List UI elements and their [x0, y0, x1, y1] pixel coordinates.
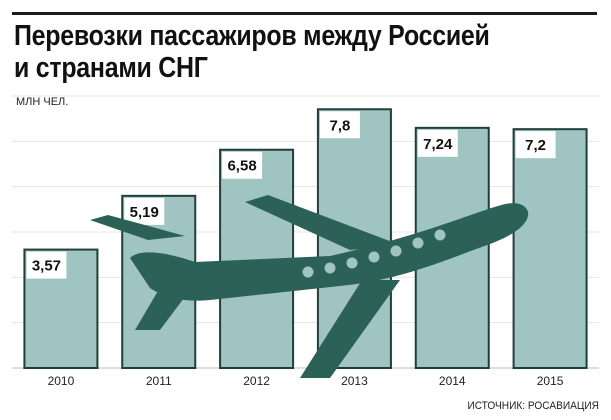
plane-window: [434, 229, 446, 241]
grid-lines: [12, 95, 599, 369]
x-tick-label: 2013: [341, 374, 368, 388]
plane-window: [346, 257, 358, 269]
chart-title-line-2: и странами СНГ: [14, 52, 208, 84]
x-tick-label: 2014: [439, 374, 466, 388]
value-label-box: [515, 131, 556, 159]
value-label-box: [417, 129, 458, 157]
plane-window: [368, 251, 380, 263]
x-tick-label: 2012: [243, 374, 270, 388]
y-axis-unit-label: МЛН ЧЕЛ.: [16, 96, 69, 108]
x-tick-label: 2011: [146, 374, 172, 388]
value-label-box: [319, 111, 360, 139]
plane-tail-stabilizer-front: [135, 262, 205, 330]
plane-tail-stabilizer-back: [90, 215, 185, 240]
value-label: 5,19: [130, 204, 159, 221]
plane-window: [324, 262, 336, 274]
value-label: 7,2: [525, 137, 546, 154]
title-box: [12, 12, 597, 85]
value-label-box: [26, 251, 67, 279]
value-label: 7,24: [423, 136, 453, 153]
bars-group: 3,57 2010 5,19 2011 6,58 2012 7,8 2013 7,24 2014 7…: [23, 108, 588, 388]
plane-window: [302, 266, 314, 278]
plane-window: [412, 237, 424, 249]
value-label-box: [124, 197, 165, 225]
source-note: ИСТОЧНИК: РОСАВИАЦИЯ: [467, 400, 599, 412]
chart-title-line-1: Перевозки пассажиров между Россией: [14, 20, 490, 52]
airplane-illustration: [90, 195, 529, 378]
value-label: 7,8: [329, 117, 350, 134]
value-label: 6,58: [227, 158, 256, 175]
value-label-box: [222, 151, 263, 179]
plane-bottom-wing: [300, 280, 400, 378]
plane-fuselage: [130, 203, 529, 301]
bar-2015: [512, 128, 588, 369]
value-label: 3,57: [32, 258, 61, 275]
plane-window: [390, 245, 402, 257]
plane-top-wing: [245, 195, 400, 250]
plane-windows: [302, 229, 446, 278]
x-tick-label: 2010: [48, 374, 75, 388]
x-tick-label: 2015: [537, 374, 564, 388]
